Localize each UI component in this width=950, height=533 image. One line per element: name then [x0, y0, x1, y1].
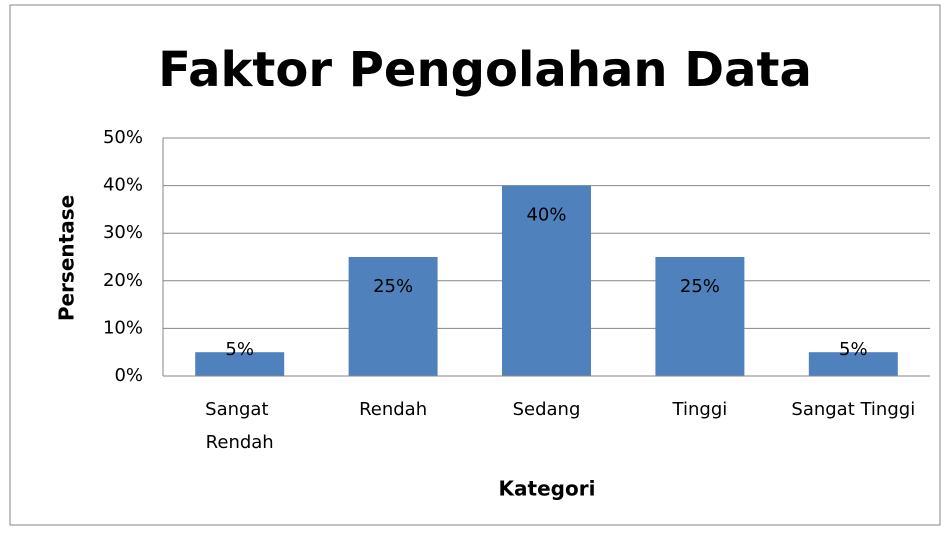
value-label: 25% — [680, 276, 720, 297]
y-tick-label: 50% — [103, 127, 143, 148]
y-tick-label: 10% — [103, 317, 143, 338]
value-label: 5% — [839, 339, 868, 360]
value-label: 25% — [373, 276, 413, 297]
bar — [655, 257, 745, 376]
chart-title: Faktor Pengolahan Data — [158, 42, 812, 98]
x-tick-label: Tinggi — [672, 399, 728, 420]
value-label: 40% — [526, 205, 566, 226]
x-tick-label: Sangat Tinggi — [791, 399, 915, 420]
y-tick-label: 20% — [103, 270, 143, 291]
y-tick-label: 0% — [114, 365, 143, 386]
bar — [808, 352, 898, 376]
y-axis-title: Persentase — [55, 195, 79, 321]
y-tick-label: 30% — [103, 222, 143, 243]
bar — [348, 257, 438, 376]
bar — [502, 185, 591, 376]
chart-frame — [9, 4, 941, 526]
y-tick-label: 40% — [103, 175, 143, 196]
value-label: 5% — [225, 339, 254, 360]
x-axis-title: Kategori — [499, 477, 596, 501]
bar — [195, 352, 285, 376]
x-tick-label: Rendah — [359, 399, 427, 420]
x-tick-label: Sangat Rendah — [205, 399, 274, 453]
x-tick-label: Sedang — [513, 399, 581, 420]
